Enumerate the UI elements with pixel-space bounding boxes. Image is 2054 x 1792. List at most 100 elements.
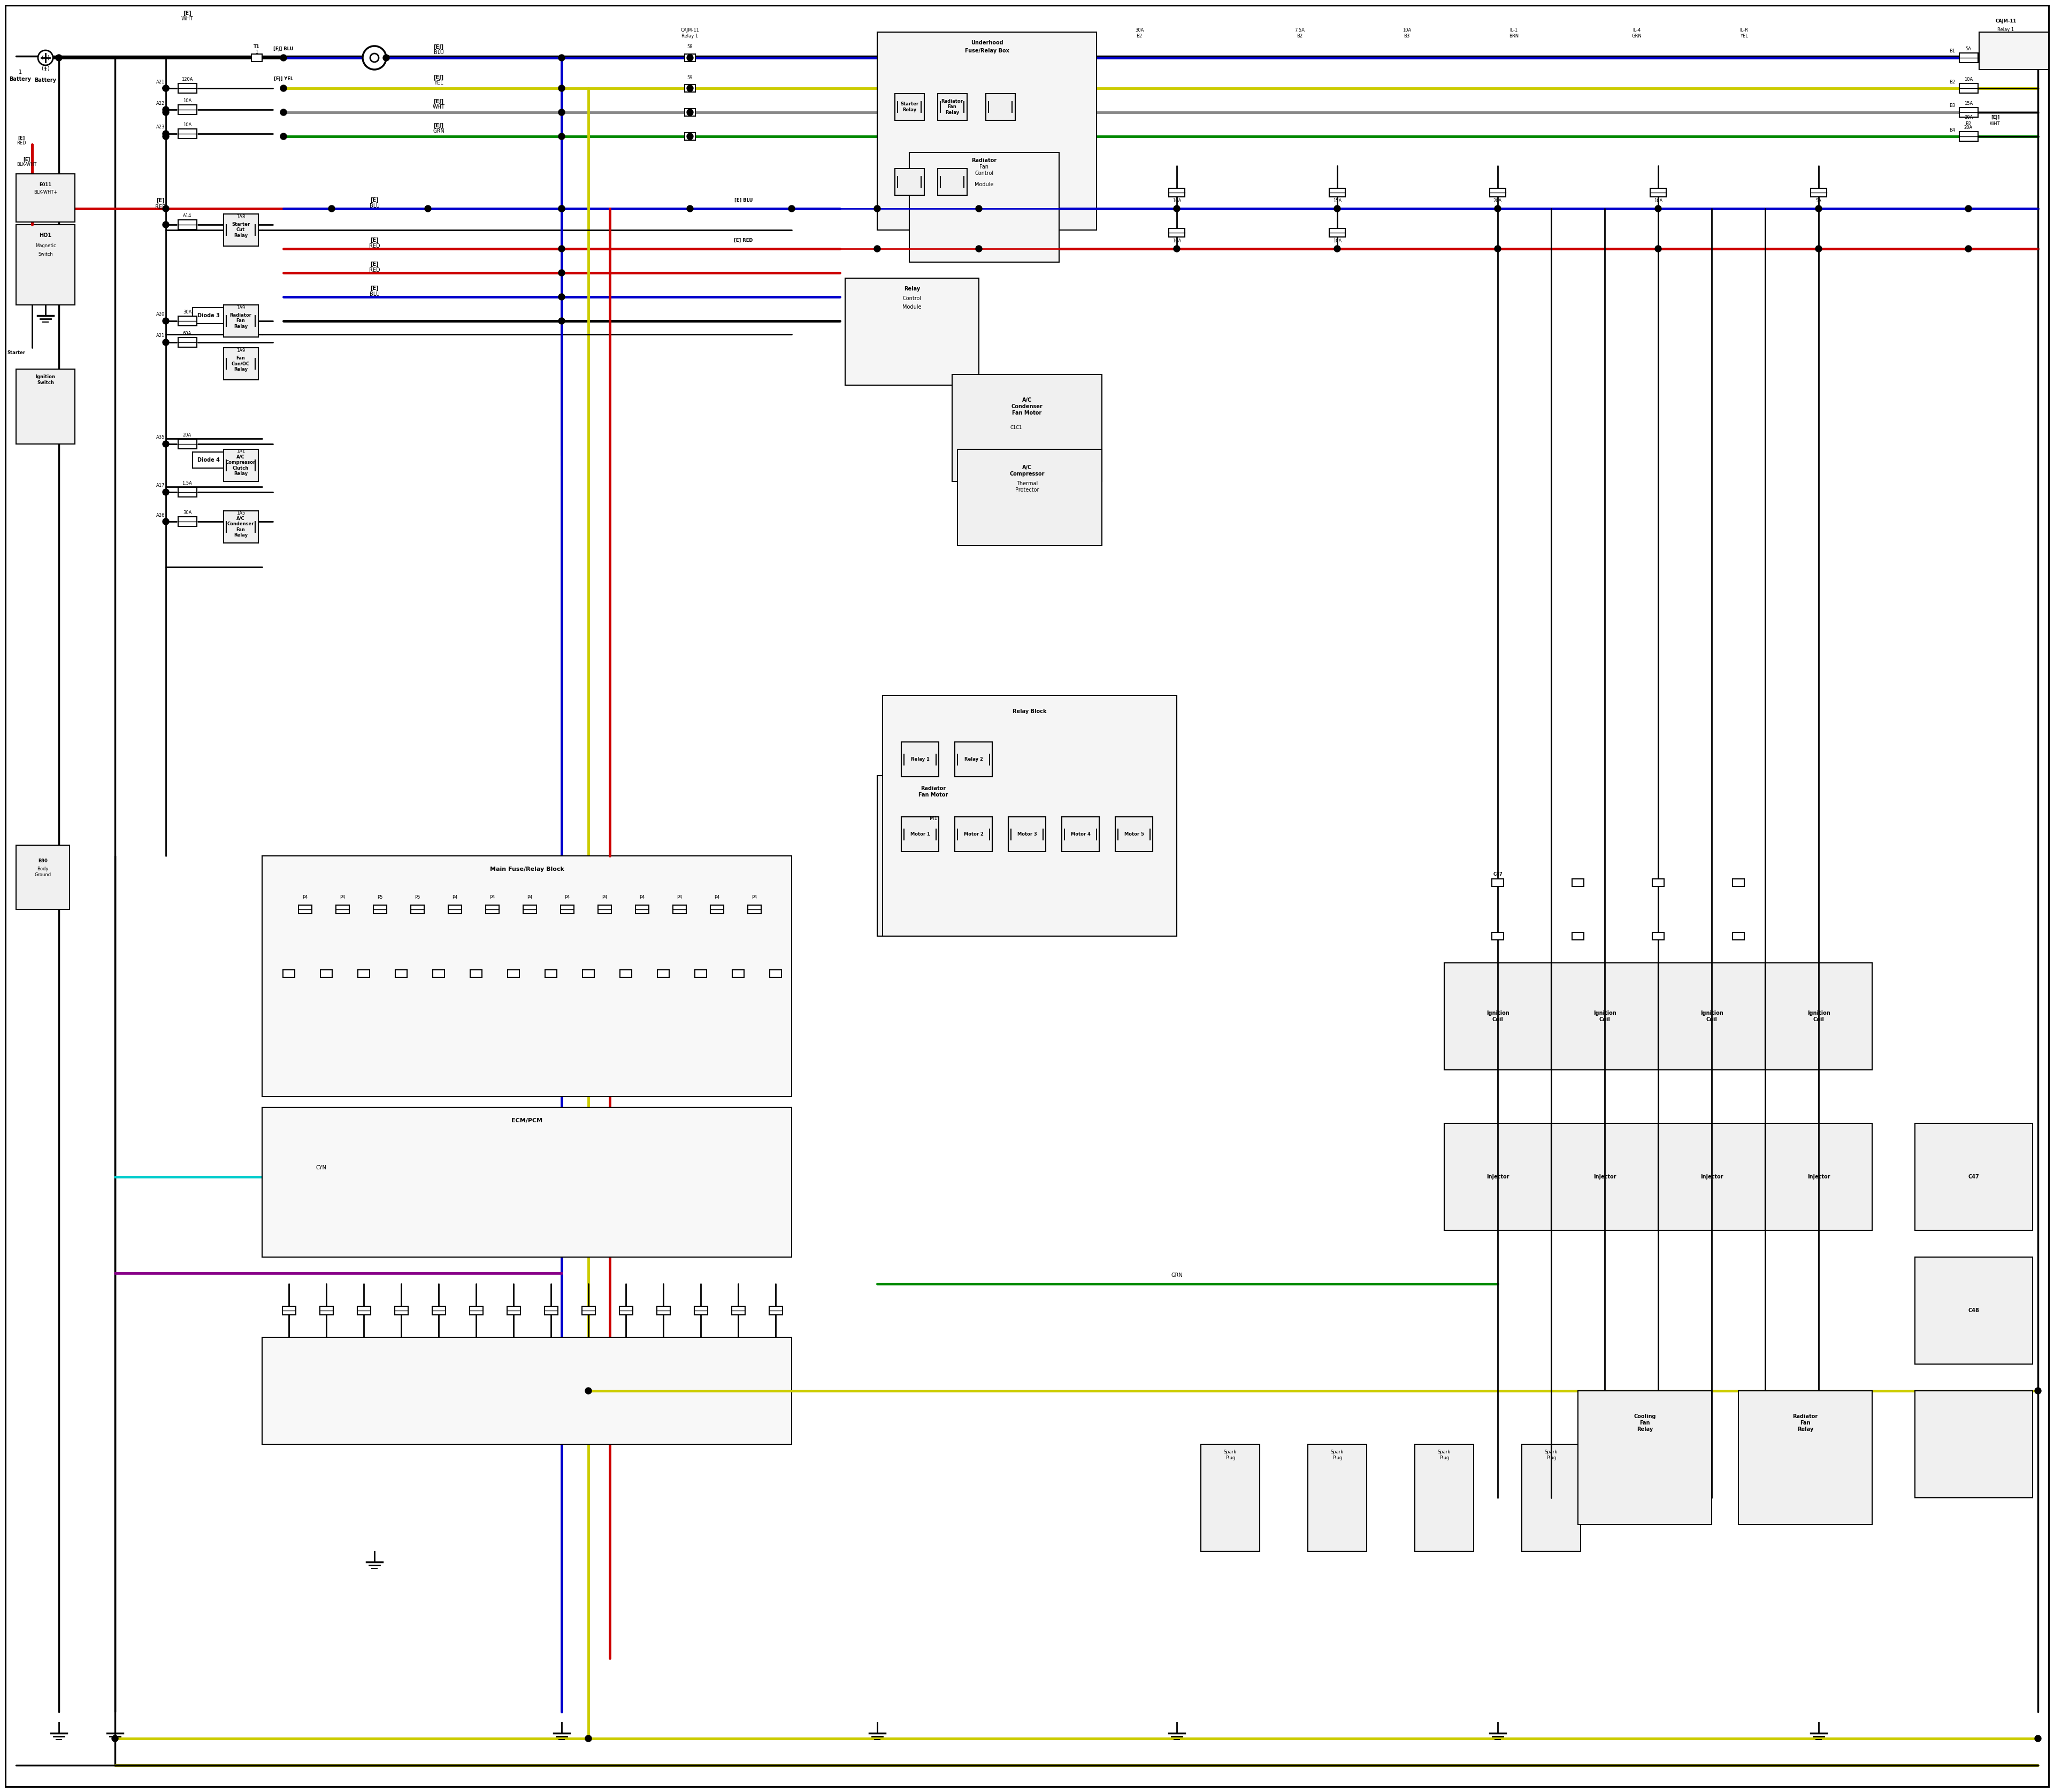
Text: Main Fuse/Relay Block: Main Fuse/Relay Block bbox=[489, 867, 565, 873]
Text: 1A9: 1A9 bbox=[236, 306, 244, 310]
Circle shape bbox=[686, 84, 694, 91]
Bar bbox=[1571, 878, 1584, 887]
Text: C1C1: C1C1 bbox=[1011, 425, 1023, 430]
Bar bbox=[179, 106, 197, 115]
Text: [E]: [E] bbox=[370, 262, 378, 267]
Circle shape bbox=[382, 54, 390, 61]
Text: A22: A22 bbox=[156, 100, 164, 106]
Bar bbox=[711, 905, 723, 914]
Circle shape bbox=[1333, 206, 1341, 211]
Bar bbox=[433, 969, 444, 977]
Bar bbox=[1812, 188, 1826, 197]
Text: Injector: Injector bbox=[1594, 1174, 1616, 1179]
Text: Ignition
Coil: Ignition Coil bbox=[1701, 1011, 1723, 1021]
Bar bbox=[694, 969, 707, 977]
Text: 1: 1 bbox=[43, 66, 47, 72]
Text: Fan
Control: Fan Control bbox=[976, 165, 994, 176]
Bar bbox=[179, 129, 197, 138]
Bar bbox=[1489, 188, 1506, 197]
Bar bbox=[544, 1306, 559, 1315]
Text: Thermal
Protector: Thermal Protector bbox=[1015, 480, 1039, 493]
FancyBboxPatch shape bbox=[955, 817, 992, 851]
Text: P4: P4 bbox=[452, 896, 458, 900]
Text: Ignition
Switch: Ignition Switch bbox=[35, 375, 55, 385]
Text: 5A: 5A bbox=[1816, 199, 1822, 202]
Text: 1: 1 bbox=[18, 70, 23, 75]
Circle shape bbox=[1816, 246, 1822, 253]
Circle shape bbox=[559, 246, 565, 253]
Circle shape bbox=[1333, 246, 1341, 253]
Text: WHT: WHT bbox=[433, 104, 446, 109]
Bar bbox=[684, 133, 696, 140]
Circle shape bbox=[1495, 246, 1501, 253]
Text: [EJ]: [EJ] bbox=[433, 99, 444, 104]
Circle shape bbox=[559, 109, 565, 115]
Circle shape bbox=[55, 54, 62, 61]
Text: [E]: [E] bbox=[23, 158, 31, 161]
Circle shape bbox=[559, 206, 565, 211]
Bar bbox=[583, 969, 594, 977]
Bar bbox=[263, 1337, 791, 1444]
FancyBboxPatch shape bbox=[224, 213, 259, 246]
Text: CAJM-11
Relay 1: CAJM-11 Relay 1 bbox=[680, 29, 698, 38]
Text: Diode 3: Diode 3 bbox=[197, 314, 220, 319]
Text: 59: 59 bbox=[688, 75, 692, 81]
Circle shape bbox=[279, 54, 288, 61]
Bar bbox=[1764, 962, 1871, 1070]
Bar bbox=[1960, 84, 1978, 93]
Bar bbox=[357, 1306, 370, 1315]
Text: 58: 58 bbox=[688, 45, 692, 50]
Text: 10A: 10A bbox=[1653, 199, 1662, 202]
Text: Fuse/Relay Box: Fuse/Relay Box bbox=[965, 48, 1009, 54]
Bar bbox=[179, 220, 197, 229]
Circle shape bbox=[559, 269, 565, 276]
Text: B2: B2 bbox=[1966, 122, 1972, 127]
Text: Motor 2: Motor 2 bbox=[963, 831, 984, 837]
Bar bbox=[179, 315, 197, 326]
Bar bbox=[1202, 1444, 1259, 1552]
Bar bbox=[1651, 932, 1664, 939]
Bar bbox=[635, 905, 649, 914]
Bar bbox=[394, 1306, 409, 1315]
Bar bbox=[1914, 1124, 2033, 1231]
Text: Diode 4: Diode 4 bbox=[197, 457, 220, 462]
Bar bbox=[877, 776, 990, 935]
Bar bbox=[485, 905, 499, 914]
Bar bbox=[953, 375, 1101, 482]
Circle shape bbox=[559, 206, 565, 211]
Text: 1A1: 1A1 bbox=[236, 448, 244, 453]
Text: 20A: 20A bbox=[183, 432, 191, 437]
Text: 1.5A: 1.5A bbox=[183, 480, 193, 486]
Bar bbox=[470, 1306, 483, 1315]
Bar bbox=[748, 905, 762, 914]
Bar bbox=[581, 1306, 596, 1315]
Text: 30A: 30A bbox=[1964, 115, 1972, 120]
Text: A/C
Compressor: A/C Compressor bbox=[1009, 464, 1045, 477]
Bar bbox=[263, 857, 791, 1097]
Text: IL-R
YEL: IL-R YEL bbox=[1740, 29, 1748, 38]
Circle shape bbox=[111, 1735, 119, 1742]
Text: 120A: 120A bbox=[181, 77, 193, 82]
Text: 5A: 5A bbox=[1966, 47, 1972, 52]
Bar bbox=[1577, 1391, 1711, 1525]
Bar bbox=[357, 969, 370, 977]
Bar bbox=[770, 969, 781, 977]
Bar bbox=[507, 1306, 520, 1315]
Text: [E] BLU: [E] BLU bbox=[735, 197, 752, 202]
Text: WHT: WHT bbox=[181, 16, 193, 22]
Text: Motor 5: Motor 5 bbox=[1124, 831, 1144, 837]
Circle shape bbox=[364, 47, 386, 70]
Text: A/C
Condenser
Fan
Relay: A/C Condenser Fan Relay bbox=[228, 516, 255, 538]
Text: 10A: 10A bbox=[183, 122, 191, 127]
Bar bbox=[1960, 108, 1978, 116]
Bar bbox=[411, 905, 425, 914]
Text: Radiator: Radiator bbox=[972, 158, 996, 163]
Bar bbox=[16, 846, 70, 909]
Text: A35: A35 bbox=[156, 435, 164, 441]
Text: [EJ] YEL: [EJ] YEL bbox=[273, 77, 294, 82]
Circle shape bbox=[875, 206, 881, 211]
Text: Ignition
Coil: Ignition Coil bbox=[1808, 1011, 1830, 1021]
Bar bbox=[320, 1306, 333, 1315]
Bar bbox=[1738, 1391, 1871, 1525]
Text: Module: Module bbox=[976, 181, 994, 186]
